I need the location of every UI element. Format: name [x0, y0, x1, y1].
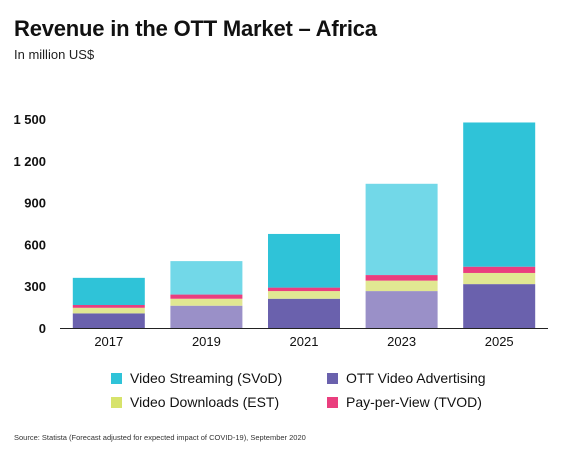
bar-segment-est-2019 — [170, 298, 243, 306]
bar-segment-svod-2025 — [463, 122, 536, 267]
bar-segment-tvod-2025 — [463, 266, 536, 273]
chart-title: Revenue in the OTT Market – Africa — [14, 16, 377, 41]
bar-segment-tvod-2019 — [170, 294, 243, 299]
bar-segment-est-2025 — [463, 272, 536, 285]
bar-segment-est-2017 — [72, 307, 145, 314]
bar-segment-est-2021 — [268, 291, 340, 299]
bar-segment-est-2023 — [365, 280, 438, 292]
bar-segment-advertising-2021 — [268, 298, 340, 328]
y-tick-label: 1 200 — [13, 154, 46, 169]
x-tick-label: 2019 — [192, 334, 221, 349]
x-tick-label: 2025 — [485, 334, 514, 349]
y-tick-label: 1 500 — [13, 112, 46, 127]
bar-segment-svod-2023 — [365, 183, 438, 276]
bar-segment-tvod-2023 — [365, 275, 438, 281]
x-tick-label: 2023 — [387, 334, 416, 349]
bar-segment-advertising-2023 — [365, 291, 438, 328]
x-tick-label: 2021 — [290, 334, 319, 349]
bar-segment-advertising-2019 — [170, 305, 243, 328]
y-axis: 0 300 600 900 1 200 1 500 — [13, 112, 46, 336]
bar-segment-svod-2019 — [170, 261, 243, 295]
y-tick-label: 0 — [39, 321, 46, 336]
y-tick-label: 600 — [24, 237, 46, 252]
bar-segment-tvod-2017 — [72, 305, 145, 308]
bar-segment-tvod-2021 — [268, 287, 340, 292]
y-tick-label: 900 — [24, 196, 46, 211]
y-tick-label: 300 — [24, 279, 46, 294]
bar-segment-svod-2021 — [268, 233, 340, 288]
bars — [72, 122, 536, 328]
x-axis: 2017 2019 2021 2023 2025 — [60, 328, 548, 349]
source-note: Source: Statista (Forecast adjusted for … — [14, 433, 306, 442]
bar-segment-svod-2017 — [72, 277, 145, 306]
x-tick-label: 2017 — [94, 334, 123, 349]
bar-segment-advertising-2017 — [72, 313, 145, 328]
chart-subtitle: In million US$ — [14, 47, 95, 62]
bar-segment-advertising-2025 — [463, 284, 536, 328]
